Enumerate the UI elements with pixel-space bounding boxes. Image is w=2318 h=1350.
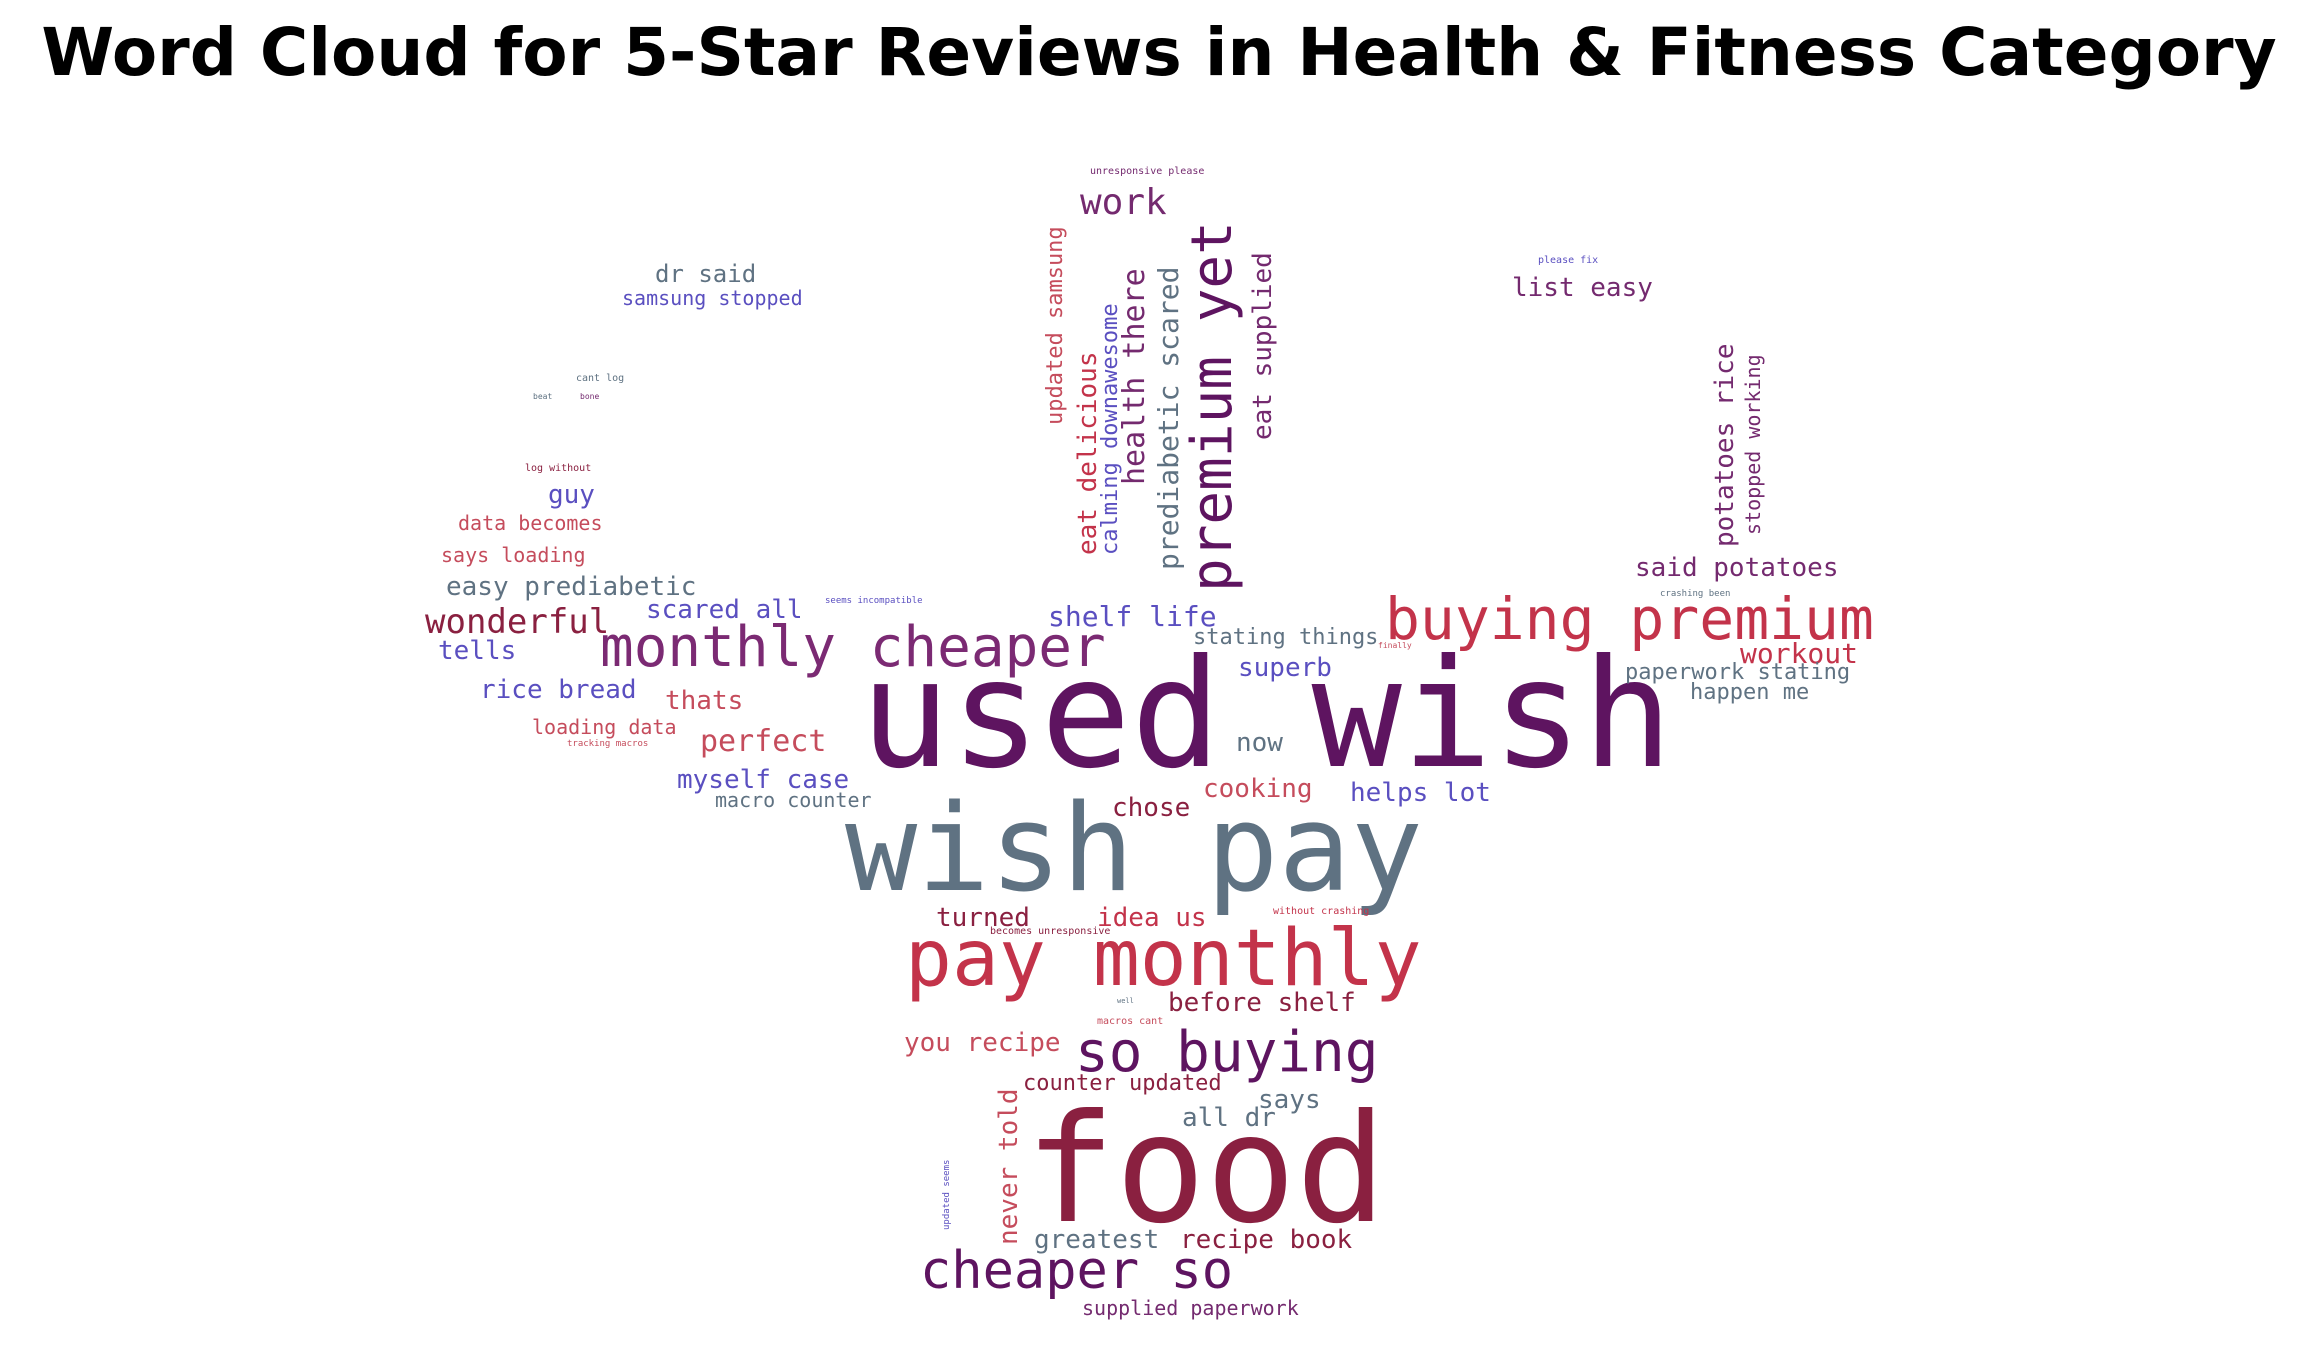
word-crashing-been: crashing been (1660, 589, 1731, 599)
word-health-there: health there (1117, 268, 1152, 485)
word-samsung-stopped: samsung stopped (622, 286, 803, 310)
word-thats: thats (665, 686, 744, 716)
word-unresponsive-please: unresponsive please (1090, 166, 1205, 177)
word-buying-premium: buying premium (1385, 585, 1874, 653)
word-without-crashing: without crashing (1273, 906, 1370, 917)
word-cheaper-so: cheaper so (920, 1241, 1234, 1301)
word-greatest: greatest (1034, 1225, 1160, 1255)
word-myself-case: myself case (677, 765, 850, 795)
word-updated-seems: updated seems (942, 1159, 952, 1230)
word-becomes-unresponsive: becomes unresponsive (990, 926, 1111, 937)
word-tells: tells (438, 636, 517, 666)
word-tracking-macros: tracking macros (567, 739, 649, 749)
word-idea-us: idea us (1097, 903, 1207, 933)
word-says: says (1258, 1085, 1321, 1115)
word-cooking: cooking (1203, 774, 1313, 804)
word-stopped-working: stopped working (1741, 354, 1765, 535)
word-seems-incompatible: seems incompatible (825, 596, 923, 606)
word-superb: superb (1238, 653, 1332, 683)
word-stating-things: stating things (1193, 625, 1379, 650)
word-finally: finally (1378, 641, 1412, 650)
word-well: well (1117, 997, 1134, 1005)
word-macros-cant: macros cant (1097, 1016, 1164, 1027)
word-says-loading: says loading (441, 543, 586, 567)
word-never-told: never told (994, 1088, 1024, 1245)
word-updated-samsung: updated samsung (1043, 226, 1068, 425)
word-rice-bread: rice bread (480, 675, 637, 705)
word-eat-supplied: eat supplied (1248, 252, 1278, 440)
word-workout: workout (1740, 637, 1859, 670)
word-recipe-book: recipe book (1180, 1225, 1353, 1255)
word-perfect: perfect (700, 724, 827, 759)
word-helps-lot: helps lot (1350, 778, 1491, 808)
word-potatoes-rice: potatoes rice (1710, 343, 1740, 548)
word-said-potatoes: said potatoes (1635, 553, 1839, 583)
chart-title: Word Cloud for 5-Star Reviews in Health … (41, 14, 2277, 91)
word-wonderful: wonderful (425, 602, 610, 642)
word-turned: turned (936, 903, 1030, 933)
word-used-wish: used wish (860, 628, 1673, 802)
word-before-shelf: before shelf (1168, 988, 1356, 1018)
word-macro-counter: macro counter (715, 788, 872, 812)
word-loading-data: loading data (532, 715, 677, 739)
word-paperwork-stating: paperwork stating (1625, 660, 1851, 685)
word-bone: bone (580, 392, 600, 401)
word-easy-prediabetic: easy prediabetic (446, 572, 697, 602)
word-data-becomes: data becomes (458, 511, 603, 535)
word-scared-all: scared all (646, 595, 803, 625)
word-all-dr: all dr (1182, 1103, 1276, 1133)
word-so-buying: so buying (1075, 1020, 1379, 1085)
word-calming-downawesome: calming downawesome (1098, 303, 1123, 555)
word-prediabetic-scared: prediabetic scared (1152, 266, 1185, 570)
word-shelf-life: shelf life (1048, 600, 1217, 633)
word-work: work (1080, 182, 1167, 223)
word-pay-monthly: pay monthly (905, 914, 1422, 1004)
word-monthly-cheaper: monthly cheaper (600, 615, 1106, 680)
word-food: food (1025, 1083, 1387, 1257)
word-premium-yet: premium yet (1180, 221, 1245, 592)
word-log-without: log without (525, 463, 592, 474)
word-list-easy: list easy (1512, 273, 1653, 303)
word-wish-pay: wish pay (845, 780, 1423, 919)
word-please-fix: please fix (1538, 255, 1599, 266)
word-dr-said: dr said (655, 260, 757, 288)
word-you-recipe: you recipe (904, 1028, 1061, 1058)
word-chose: chose (1112, 793, 1191, 823)
word-now: now (1236, 728, 1283, 758)
word-beat: beat (533, 392, 553, 401)
word-counter-updated: counter updated (1023, 1071, 1222, 1096)
word-happen-me: happen me (1690, 680, 1810, 705)
word-cant-log: cant log (576, 373, 625, 384)
word-guy: guy (548, 480, 595, 510)
word-supplied-paperwork: supplied paperwork (1082, 1296, 1299, 1320)
